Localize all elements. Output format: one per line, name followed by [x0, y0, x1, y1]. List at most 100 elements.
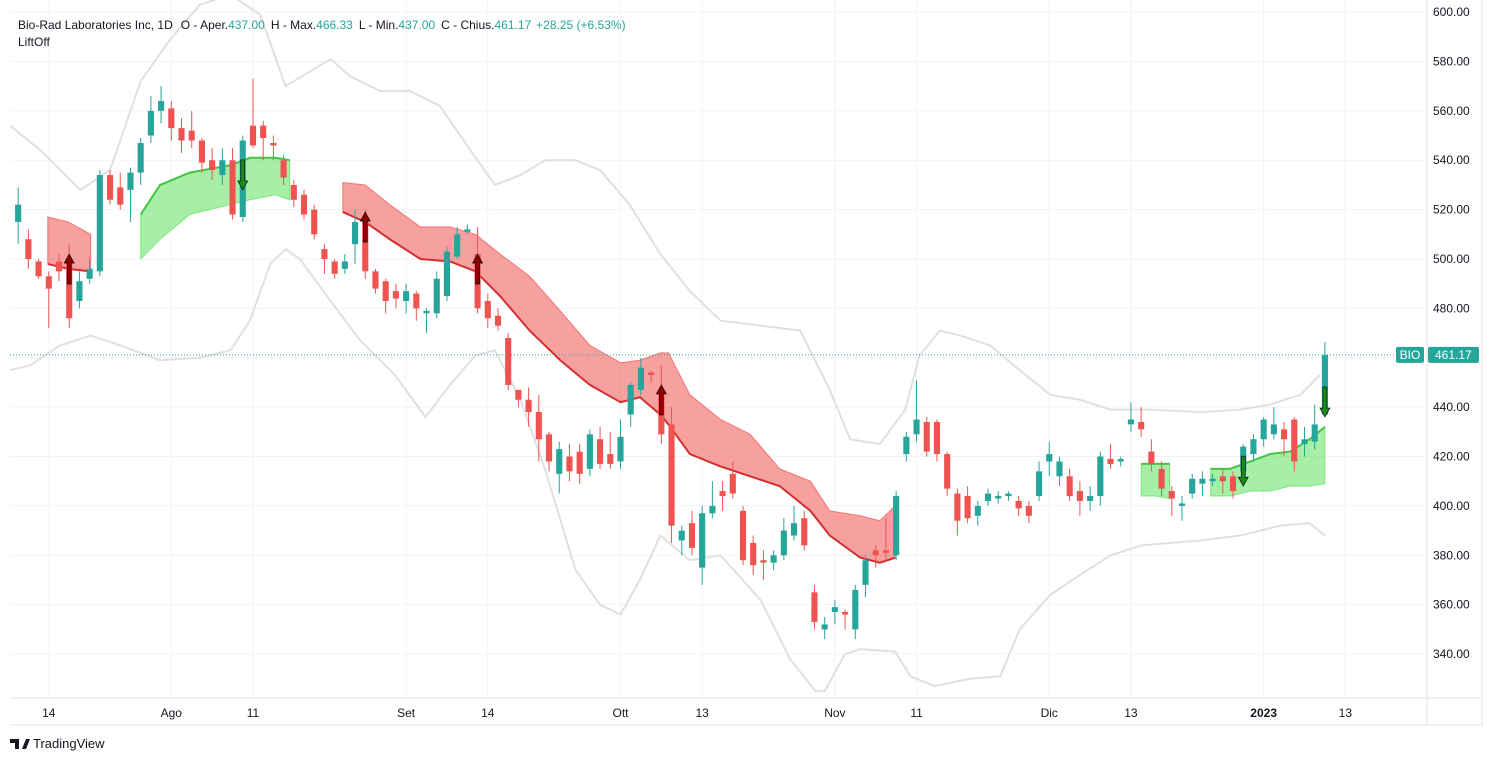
- candle-body: [607, 454, 614, 464]
- x-tick-label: Nov: [824, 706, 845, 720]
- candle-body: [617, 436, 624, 462]
- candle-body: [1270, 424, 1277, 435]
- signal-arrow: [237, 159, 249, 191]
- candle-body: [209, 160, 216, 171]
- candle-body: [1301, 439, 1308, 445]
- candle-body: [382, 281, 389, 301]
- candle-body: [974, 505, 981, 516]
- candle-body: [984, 493, 992, 501]
- candle-body: [556, 449, 563, 474]
- candle-body: [1087, 496, 1094, 501]
- x-tick-label: Set: [397, 706, 416, 720]
- logo: TradingView: [10, 736, 105, 751]
- signal-arrow: [655, 384, 667, 416]
- candle-body: [290, 184, 297, 200]
- candle-body: [362, 219, 369, 272]
- y-tick-label: 340.00: [1433, 647, 1470, 661]
- candle-body: [688, 523, 696, 548]
- y-tick-label: 360.00: [1433, 598, 1470, 612]
- candle-body: [1281, 429, 1288, 440]
- signal-arrow: [1319, 386, 1331, 418]
- candle-body: [709, 505, 716, 514]
- candle-body: [576, 451, 583, 474]
- price-badge: [1428, 346, 1479, 363]
- candle-body: [954, 493, 961, 521]
- candle-body: [76, 281, 83, 301]
- y-tick-label: 420.00: [1433, 450, 1470, 464]
- candle-body: [913, 419, 920, 435]
- candle-body: [311, 209, 318, 235]
- candle-body: [1005, 493, 1012, 497]
- candle-body: [719, 491, 726, 497]
- candle-body: [1046, 454, 1053, 462]
- candle-body: [178, 128, 185, 141]
- candle-body: [1097, 456, 1104, 497]
- candle-body: [188, 130, 195, 141]
- candle-body: [198, 140, 205, 163]
- candle-body: [842, 612, 849, 615]
- candle-body: [229, 160, 236, 215]
- candle-body: [1189, 478, 1196, 494]
- candle-body: [106, 175, 114, 200]
- candle-body: [454, 234, 461, 257]
- candle-body: [392, 291, 399, 299]
- field-value: 461.17: [494, 18, 531, 32]
- field-value: 466.33: [316, 18, 353, 32]
- x-tick-label: 11: [910, 706, 923, 720]
- price-label: 461.17: [1435, 348, 1472, 362]
- candle-body: [464, 229, 471, 232]
- candle-body: [535, 412, 542, 440]
- y-tick-label: 540.00: [1433, 153, 1470, 167]
- ribbon-edge: [1210, 426, 1326, 470]
- candle-body: [729, 473, 736, 494]
- candle-body: [96, 175, 103, 272]
- candle-body: [882, 550, 889, 553]
- candle-body: [86, 268, 93, 279]
- candle-body: [127, 172, 134, 190]
- y-tick-label: 380.00: [1433, 548, 1470, 562]
- candle-body: [372, 271, 379, 289]
- candle-body: [15, 204, 22, 222]
- x-tick-label: 14: [481, 706, 495, 720]
- ribbon-fill: [1140, 463, 1171, 500]
- candle-body: [1321, 354, 1328, 415]
- field-label: C - Chius.: [441, 18, 494, 32]
- candle-body: [66, 261, 73, 319]
- candle-body: [117, 187, 124, 205]
- candle-body: [249, 125, 257, 146]
- candle-body: [739, 510, 747, 561]
- y-tick-label: 580.00: [1433, 54, 1470, 68]
- candle-body: [260, 125, 267, 139]
- candle-body: [1168, 491, 1175, 499]
- candle-body: [852, 589, 859, 630]
- candle-body: [699, 513, 706, 568]
- candle-body: [494, 315, 502, 326]
- plot-area: [10, 0, 1427, 693]
- candle-body: [964, 496, 971, 519]
- candle-body: [1035, 471, 1043, 497]
- candle-body: [821, 624, 828, 630]
- y-tick-label: 500.00: [1433, 252, 1470, 266]
- candle-body: [413, 293, 420, 309]
- symbol-label: BIO: [1400, 348, 1421, 362]
- candle-body: [1076, 491, 1083, 501]
- logo-icon: [10, 739, 30, 749]
- candle-body: [280, 160, 287, 178]
- field-value: 437.00: [228, 18, 265, 32]
- candle-body: [760, 560, 767, 563]
- candle-body: [1138, 421, 1145, 430]
- candle-body: [933, 421, 941, 455]
- band-line: [10, 247, 1326, 693]
- candle-body: [219, 160, 226, 176]
- candle-body: [147, 110, 154, 136]
- candle-body: [1066, 476, 1073, 497]
- candle-body: [770, 555, 777, 563]
- x-tick-label: 13: [695, 706, 709, 720]
- candle-body: [811, 592, 818, 622]
- candle-body: [831, 607, 838, 613]
- candle-body: [1219, 476, 1226, 482]
- candle-body: [158, 100, 165, 111]
- candle-body: [750, 542, 757, 566]
- candle-body: [1260, 419, 1267, 440]
